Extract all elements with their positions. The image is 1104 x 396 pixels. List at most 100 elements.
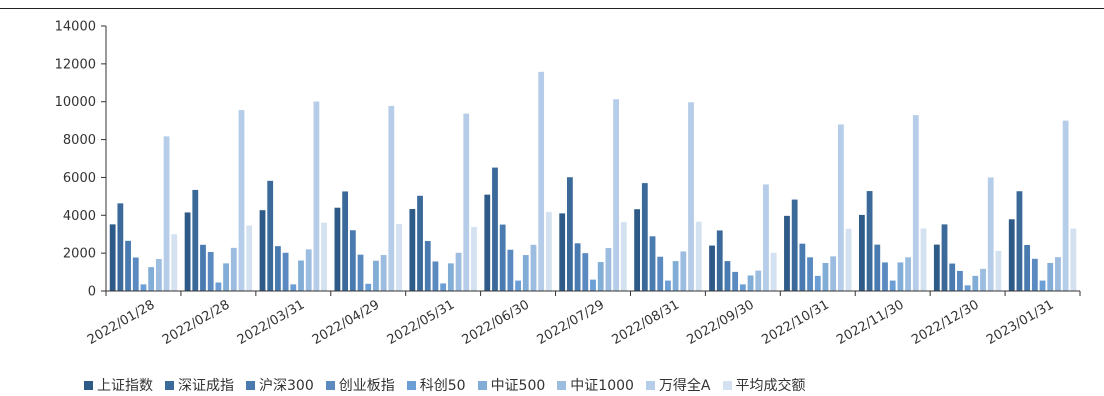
bar [155, 259, 162, 291]
legend-item: 万得全A [645, 375, 711, 395]
bar [866, 191, 873, 291]
legend-item: 上证指数 [84, 375, 153, 395]
legend-item: 中证500 [477, 375, 545, 395]
bar [987, 177, 994, 291]
bar [417, 195, 423, 291]
bar [634, 209, 641, 291]
legend-swatch [325, 380, 335, 390]
y-tick-label: 0 [88, 285, 96, 300]
bar [724, 261, 731, 291]
legend-label: 沪深300 [259, 378, 314, 394]
legend-swatch [84, 380, 93, 390]
bar [897, 262, 904, 291]
legend-label: 平均成交额 [735, 378, 806, 394]
bar [559, 213, 566, 291]
x-tick-label: 2022/12/30 [909, 297, 981, 347]
legend-swatch [477, 380, 487, 390]
bar [290, 284, 297, 291]
bar [163, 136, 170, 291]
bar [845, 228, 852, 291]
bar [905, 257, 911, 291]
bar [1047, 262, 1054, 291]
x-tick-label: 2022/08/31 [610, 297, 682, 347]
top-rule [0, 8, 1104, 9]
bar [342, 191, 349, 291]
bar [455, 252, 462, 291]
x-tick-label: 2022/05/31 [385, 297, 457, 347]
x-tick-label: 2022/02/28 [160, 297, 232, 347]
bar [140, 284, 147, 291]
bar [1062, 120, 1069, 292]
bar [409, 209, 416, 291]
bar [590, 279, 596, 291]
legend-label: 深证成指 [178, 378, 234, 394]
bar [207, 252, 214, 291]
bar [447, 263, 454, 291]
bar [597, 262, 604, 291]
y-tick-label: 12000 [55, 57, 96, 72]
bar [964, 285, 971, 291]
x-tick-label: 2022/01/28 [85, 297, 157, 347]
bar [396, 223, 402, 291]
y-tick-label: 10000 [55, 95, 96, 110]
bar [605, 248, 612, 291]
bar [582, 253, 589, 291]
x-tick-label: 2022/04/29 [310, 297, 382, 347]
bar [949, 263, 956, 291]
legend: 上证指数 深证成指 沪深300 创业板指 科创50 中证500 中证1000 万得全A 平均成交… [84, 376, 806, 394]
bar [957, 270, 963, 291]
bar [313, 101, 320, 292]
bar [530, 244, 537, 291]
bar [822, 262, 829, 291]
legend-swatch [246, 380, 255, 390]
legend-item: 平均成交额 [722, 375, 806, 395]
bar [747, 275, 754, 291]
bar [1008, 219, 1015, 291]
bar [649, 236, 656, 291]
bar [238, 110, 245, 292]
bar [784, 215, 790, 291]
bar [791, 199, 798, 291]
bar [716, 230, 723, 291]
bar [321, 222, 328, 291]
x-axis: 2022/01/28 2022/02/28 2022/03/31 2022/04/29… [85, 290, 1081, 348]
bar [109, 224, 116, 291]
bar [613, 99, 619, 291]
bar [874, 244, 881, 291]
legend-label: 万得全A [658, 378, 711, 394]
bar [230, 247, 237, 291]
bar [492, 167, 498, 291]
bar [1016, 191, 1023, 291]
bar [837, 124, 844, 291]
legend-item: 深证成指 [165, 375, 234, 395]
y-axis: 0 2000 4000 6000 8000 10000 12000 14000 [55, 20, 107, 300]
bar [709, 245, 715, 291]
legend-label: 中证1000 [570, 378, 634, 394]
bar [471, 227, 477, 291]
bar [672, 261, 679, 291]
bar [282, 252, 289, 291]
bar [920, 228, 927, 291]
bar [463, 113, 470, 291]
legend-label: 上证指数 [97, 378, 153, 394]
bar [567, 177, 573, 291]
bar [545, 211, 552, 291]
bar [739, 284, 746, 291]
legend-swatch [406, 380, 416, 390]
bar [388, 105, 395, 291]
bar [695, 221, 702, 291]
bar [665, 280, 671, 291]
bar [171, 234, 178, 291]
bar [117, 203, 124, 291]
x-tick-label: 2022/03/31 [235, 297, 307, 347]
bar [148, 267, 155, 291]
y-tick-label: 6000 [63, 171, 96, 186]
bar [184, 212, 191, 291]
bar [574, 243, 581, 291]
legend-swatch [165, 380, 174, 390]
bar [298, 260, 304, 291]
bar [484, 194, 491, 291]
bar [882, 262, 888, 291]
bar [770, 252, 777, 291]
